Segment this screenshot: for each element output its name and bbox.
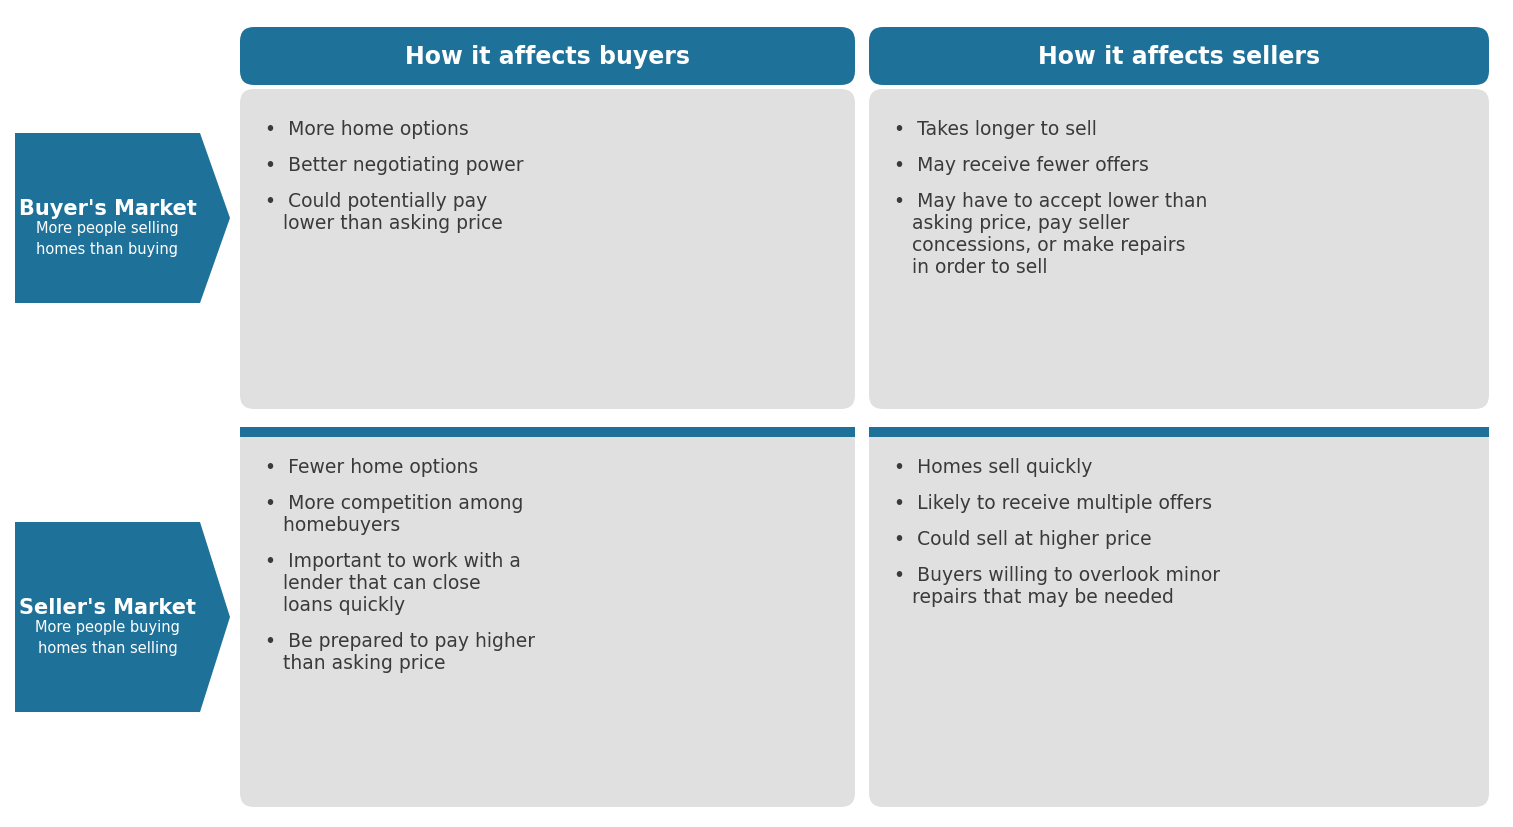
Text: More people buying
homes than selling: More people buying homes than selling [35,619,180,655]
Text: lender that can close: lender that can close [265,573,481,592]
Text: More people selling
homes than buying: More people selling homes than buying [36,221,179,256]
Text: loans quickly: loans quickly [265,595,405,614]
Text: •  Buyers willing to overlook minor: • Buyers willing to overlook minor [894,566,1219,585]
Text: •  May receive fewer offers: • May receive fewer offers [894,155,1148,174]
Text: •  Be prepared to pay higher: • Be prepared to pay higher [265,631,536,650]
Bar [241,428,855,437]
Text: •  Could sell at higher price: • Could sell at higher price [894,529,1151,548]
Text: asking price, pay seller: asking price, pay seller [894,213,1129,232]
Text: lower than asking price: lower than asking price [265,213,502,232]
Text: homebuyers: homebuyers [265,515,401,534]
Text: •  Important to work with a: • Important to work with a [265,552,520,571]
FancyBboxPatch shape [868,428,1489,807]
FancyBboxPatch shape [241,428,855,807]
Text: •  Could potentially pay: • Could potentially pay [265,192,487,211]
FancyBboxPatch shape [868,90,1489,409]
Text: •  Takes longer to sell: • Takes longer to sell [894,120,1097,139]
Text: •  More competition among: • More competition among [265,494,523,513]
FancyBboxPatch shape [868,28,1489,86]
Text: •  May have to accept lower than: • May have to accept lower than [894,192,1207,211]
Text: Buyer's Market: Buyer's Market [18,198,197,218]
Text: in order to sell: in order to sell [894,258,1047,277]
Text: •  More home options: • More home options [265,120,469,139]
Text: •  Homes sell quickly: • Homes sell quickly [894,457,1092,476]
Text: than asking price: than asking price [265,653,445,672]
Text: •  Fewer home options: • Fewer home options [265,457,478,476]
Text: •  Better negotiating power: • Better negotiating power [265,155,523,174]
Text: Seller's Market: Seller's Market [20,597,197,617]
Polygon shape [15,523,230,712]
FancyBboxPatch shape [241,28,855,86]
Text: How it affects buyers: How it affects buyers [405,45,690,69]
Text: •  Likely to receive multiple offers: • Likely to receive multiple offers [894,494,1212,513]
Text: How it affects sellers: How it affects sellers [1038,45,1319,69]
FancyBboxPatch shape [241,90,855,409]
Bar [868,428,1489,437]
Text: concessions, or make repairs: concessions, or make repairs [894,236,1186,255]
Text: repairs that may be needed: repairs that may be needed [894,587,1174,606]
Polygon shape [15,134,230,304]
